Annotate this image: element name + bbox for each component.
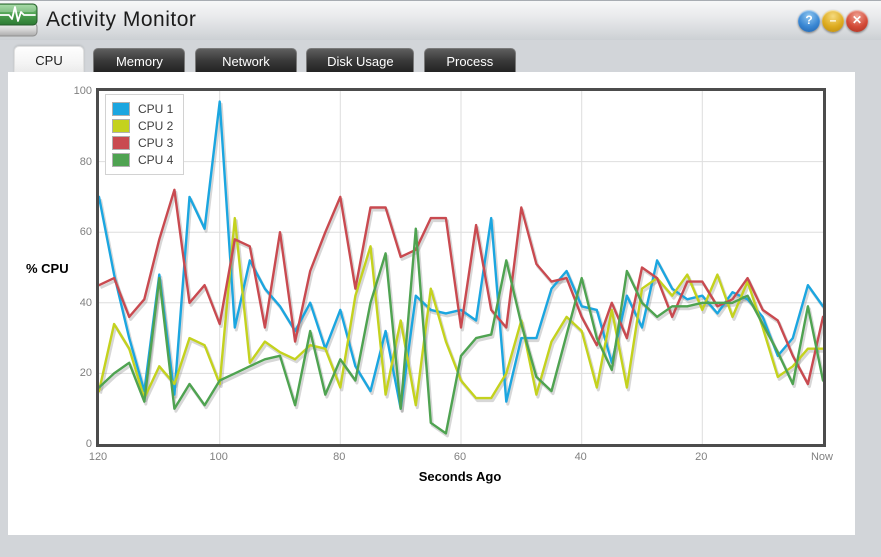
tab-network[interactable]: Network <box>194 48 297 74</box>
help-button[interactable]: ? <box>798 10 820 32</box>
legend-item-cpu4: CPU 4 <box>112 152 173 168</box>
minimize-button[interactable]: – <box>822 10 844 32</box>
x-tick-100: 100 <box>209 451 228 463</box>
y-tick-40: 40 <box>79 296 92 309</box>
window-title: Activity Monitor <box>46 8 197 31</box>
cpu1-color-swatch <box>112 102 130 116</box>
tab-memory[interactable]: Memory <box>93 48 186 74</box>
chart-legend: CPU 1 CPU 2 CPU 3 CPU 4 <box>105 94 185 175</box>
x-tick-20: 20 <box>695 451 708 463</box>
y-axis-title: % CPU <box>26 261 69 276</box>
y-tick-80: 80 <box>79 155 92 168</box>
y-tick-0: 0 <box>85 438 92 450</box>
x-tick-120: 120 <box>88 451 108 463</box>
x-tick-40: 40 <box>574 451 587 463</box>
x-tick-now: Now <box>810 451 834 463</box>
tab-cpu[interactable]: CPU <box>14 46 84 74</box>
y-tick-60: 60 <box>79 226 92 239</box>
legend-item-cpu1: CPU 1 <box>112 101 173 117</box>
tab-disk-usage[interactable]: Disk Usage <box>306 48 415 74</box>
y-tick-100: 100 <box>73 85 92 97</box>
activity-monitor-icon <box>0 3 40 38</box>
cpu2-color-swatch <box>112 119 130 133</box>
y-tick-20: 20 <box>79 367 92 380</box>
legend-item-cpu3: CPU 3 <box>112 135 173 151</box>
x-axis-title: Seconds Ago <box>418 469 502 484</box>
cpu-usage-line-chart <box>99 91 823 444</box>
title-bar: Activity Monitor ? – ✕ <box>0 0 881 40</box>
x-tick-80: 80 <box>333 451 346 463</box>
legend-item-cpu2: CPU 2 <box>112 118 173 134</box>
x-tick-60: 60 <box>453 451 467 463</box>
cpu4-color-swatch <box>112 153 130 167</box>
cpu3-color-swatch <box>112 136 130 150</box>
tab-bar: CPU Memory Network Disk Usage Process <box>14 46 521 74</box>
close-button[interactable]: ✕ <box>846 10 868 32</box>
tab-process[interactable]: Process <box>423 48 516 74</box>
